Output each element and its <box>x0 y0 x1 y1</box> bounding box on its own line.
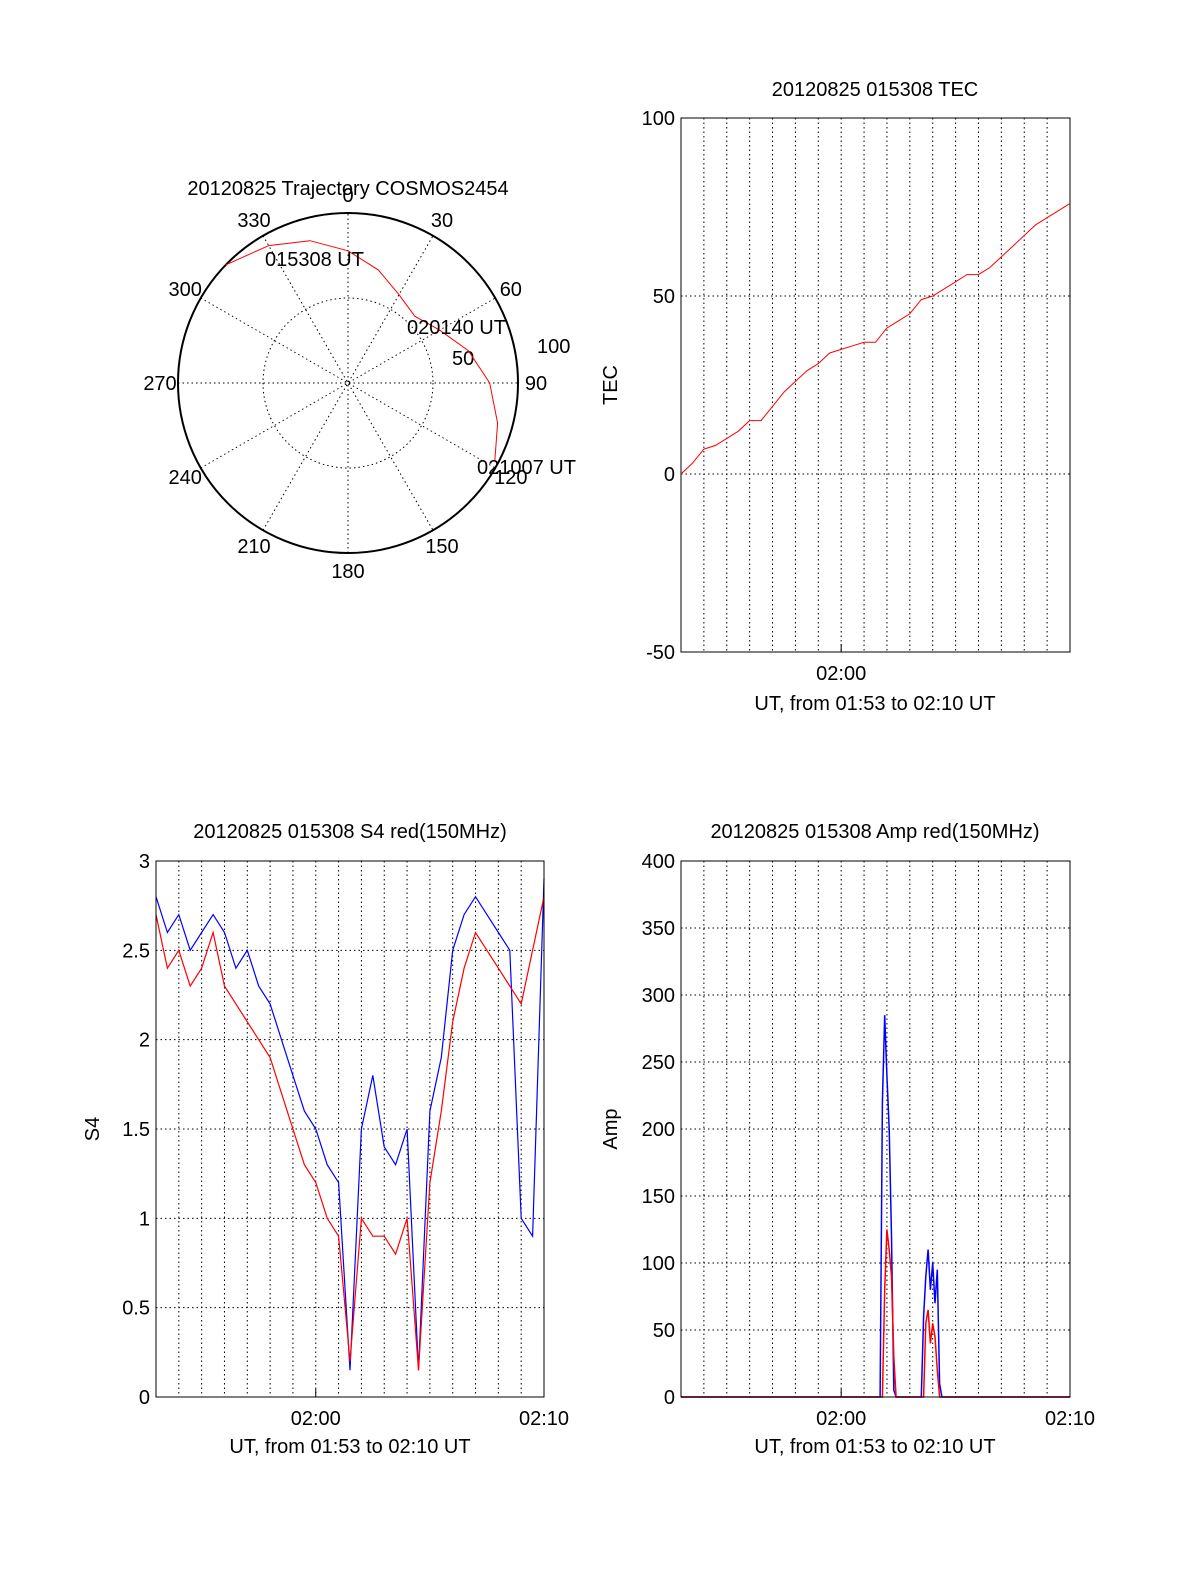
tec-series-line <box>680 202 1071 475</box>
amp-plot-frame <box>680 860 1071 1398</box>
amp-ytick-label: 0 <box>664 1387 675 1409</box>
polar-azimuth-label: 30 <box>431 210 453 232</box>
amp-panel: 20120825 015308 Amp red(150MHz) 0 50 100 15… <box>600 821 1095 1458</box>
s4-plot-frame <box>155 860 545 1398</box>
s4-ytick-label: 0 <box>139 1387 150 1409</box>
s4-ytick-label: 1.5 <box>122 1119 150 1141</box>
tec-xtick-label: 02:00 <box>816 663 866 685</box>
amp-ytick-label: 200 <box>642 1119 675 1141</box>
tec-plot-frame <box>680 117 1071 653</box>
polar-azimuth-label: 240 <box>168 467 201 489</box>
tec-ytick-label: 100 <box>642 108 675 130</box>
s4-xtick-label: 02:10 <box>519 1408 569 1430</box>
s4-ytick-label: 0.5 <box>122 1298 150 1320</box>
polar-azimuth-label: 60 <box>500 279 522 301</box>
polar-azimuth-label: 300 <box>168 279 201 301</box>
polar-trajectory-line <box>225 240 499 462</box>
amp-ytick-label: 150 <box>642 1186 675 1208</box>
polar-azimuth-label: 180 <box>331 561 364 583</box>
amp-title: 20120825 015308 Amp red(150MHz) <box>710 821 1039 843</box>
polar-start-label: 015308 UT <box>265 249 364 271</box>
polar-azimuth-label: 120 <box>494 467 527 489</box>
tec-title: 20120825 015308 TEC <box>772 79 978 101</box>
s4-ytick-label: 2.5 <box>122 940 150 962</box>
polar-azimuth-label: 210 <box>237 536 270 558</box>
polar-azimuth-label: 90 <box>525 373 547 395</box>
amp-ylabel: Amp <box>600 1108 622 1149</box>
polar-radius-label-100: 100 <box>537 336 570 358</box>
s4-series-line-0 <box>155 878 545 1371</box>
amp-series-line-0 <box>681 1015 1070 1398</box>
s4-ytick-label: 2 <box>139 1030 150 1052</box>
polar-trajectory-panel: 20120825 Trajectory COSMOS2454 0 30 60 90 12… <box>143 178 576 583</box>
polar-azimuth-label: 270 <box>143 373 176 395</box>
polar-radius-label-50: 50 <box>452 348 474 370</box>
polar-title: 20120825 Trajectory COSMOS2454 <box>187 178 508 200</box>
tec-ytick-label: 0 <box>664 464 675 486</box>
s4-ytick-label: 3 <box>139 851 150 873</box>
amp-xtick-label: 02:10 <box>1045 1408 1095 1430</box>
tec-ytick-label: 50 <box>653 286 675 308</box>
amp-ytick-label: 50 <box>653 1320 675 1342</box>
polar-azimuth-label: 330 <box>237 210 270 232</box>
tec-xlabel: UT, from 01:53 to 02:10 UT <box>754 693 995 715</box>
s4-ytick-label: 1 <box>139 1208 150 1230</box>
polar-end-label: 021007 UT <box>477 457 576 479</box>
tec-ylabel: TEC <box>600 365 622 405</box>
polar-inner-circle <box>262 297 434 469</box>
amp-series-line-1 <box>681 1229 1070 1398</box>
amp-ytick-label: 100 <box>642 1253 675 1275</box>
amp-xlabel: UT, from 01:53 to 02:10 UT <box>754 1436 995 1458</box>
s4-ylabel: S4 <box>82 1117 104 1141</box>
s4-xlabel: UT, from 01:53 to 02:10 UT <box>229 1436 470 1458</box>
polar-azimuth-label: 0 <box>342 185 353 207</box>
s4-panel: 20120825 015308 S4 red(150MHz) 0 0.5 1 1.5 2… <box>82 821 569 1458</box>
amp-ytick-label: 350 <box>642 918 675 940</box>
polar-mid-label: 020140 UT <box>407 317 506 339</box>
s4-xtick-label: 02:00 <box>291 1408 341 1430</box>
amp-ytick-label: 400 <box>642 851 675 873</box>
amp-xtick-label: 02:00 <box>816 1408 866 1430</box>
polar-azimuth-label: 150 <box>425 536 458 558</box>
tec-ytick-label: -50 <box>646 642 675 664</box>
s4-series-line-1 <box>155 896 545 1371</box>
amp-ytick-label: 250 <box>642 1052 675 1074</box>
amp-ytick-label: 300 <box>642 985 675 1007</box>
s4-title: 20120825 015308 S4 red(150MHz) <box>193 821 507 843</box>
